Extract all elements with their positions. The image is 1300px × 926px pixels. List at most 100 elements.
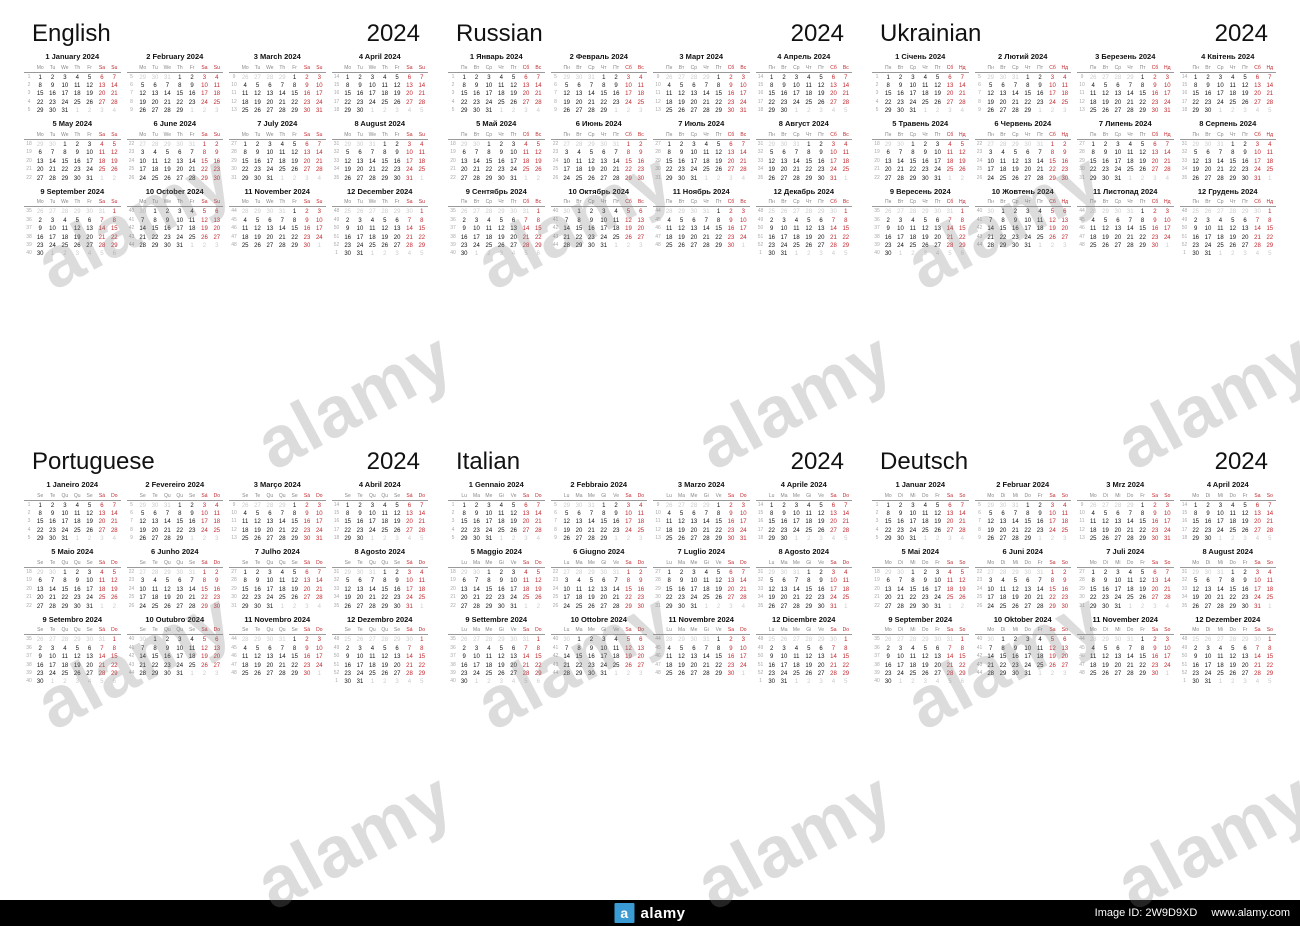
week-number: 28 xyxy=(229,149,239,157)
week-number: 18 xyxy=(1180,107,1190,115)
day-cell: 25 xyxy=(149,175,161,183)
day-cell: 15 xyxy=(483,158,495,166)
week-row: 3022232425262728 xyxy=(1077,166,1174,174)
day-cell: 27 xyxy=(1239,670,1251,678)
day-cell: 12 xyxy=(622,645,634,653)
month-title: 9 September 2024 xyxy=(24,187,121,198)
day-cell: 18 xyxy=(416,158,428,166)
language-label: Russian xyxy=(456,20,543,48)
day-cell: 20 xyxy=(507,662,519,670)
week-row: 233456789 xyxy=(975,577,1072,585)
day-cell: 17 xyxy=(985,166,997,174)
day-cell: 4 xyxy=(149,577,161,585)
day-cell: 11 xyxy=(907,653,919,661)
day-cell: 9 xyxy=(458,653,470,661)
day-cell: 26 xyxy=(379,670,391,678)
day-cell: 10 xyxy=(622,510,634,518)
day-cell: 21 xyxy=(108,90,120,98)
month-title: 5 Травень 2024 xyxy=(872,119,969,130)
week-number: 31 xyxy=(653,175,663,183)
day-cell: 18 xyxy=(1227,90,1239,98)
day-cell: 8 xyxy=(1136,645,1148,653)
day-cell: 28 xyxy=(149,569,161,577)
day-cell: 3 xyxy=(1214,74,1226,82)
day-cell: 28 xyxy=(700,107,712,115)
day-cell: 4 xyxy=(379,74,391,82)
day-cell: 27 xyxy=(778,603,790,611)
day-cell: 27 xyxy=(997,107,1009,115)
day-cell: 5 xyxy=(840,535,852,543)
week-row: 509101112131415 xyxy=(756,653,853,661)
day-cell: 5 xyxy=(1190,577,1202,585)
day-cell: 30 xyxy=(403,208,415,216)
week-number: 44 xyxy=(551,242,561,250)
day-cell: 4 xyxy=(635,502,647,510)
week-number: 25 xyxy=(551,166,561,174)
day-cell: 10 xyxy=(737,645,749,653)
day-cell: 27 xyxy=(1239,242,1251,250)
day-cell: 10 xyxy=(198,82,210,90)
day-cell: 18 xyxy=(1227,518,1239,526)
day-cell: 30 xyxy=(985,208,997,216)
day-cell: 27 xyxy=(211,662,223,670)
alamy-a-icon: a xyxy=(614,903,634,923)
week-number: 6 xyxy=(975,510,985,518)
day-cell: 8 xyxy=(239,577,251,585)
day-cell: 26 xyxy=(1190,175,1202,183)
week-row: 4545678910 xyxy=(229,217,326,225)
day-cell: 4 xyxy=(108,535,120,543)
day-cell: 18 xyxy=(379,518,391,526)
week-row: 379101112131415 xyxy=(24,653,121,661)
day-cell: 7 xyxy=(1124,645,1136,653)
day-cell: 25 xyxy=(663,242,675,250)
week-row: 1615161718192021 xyxy=(332,90,429,98)
day-cell: 21 xyxy=(985,662,997,670)
day-cell: 5 xyxy=(1264,678,1276,686)
day-cell: 19 xyxy=(1227,234,1239,242)
day-cell: 6 xyxy=(1059,208,1071,216)
week-row: 233456789 xyxy=(127,149,224,157)
day-cell: 14 xyxy=(1034,158,1046,166)
month-block: 12 Грудень 2024ПнВтСрЧтПтСбНд48252627282… xyxy=(1180,187,1277,259)
day-cell: 21 xyxy=(46,166,58,174)
month-title: 11 November 2024 xyxy=(1077,615,1174,626)
day-cell: 26 xyxy=(1239,99,1251,107)
week-number: 46 xyxy=(1077,225,1087,233)
day-cell: 7 xyxy=(1214,577,1226,585)
day-cell: 20 xyxy=(944,90,956,98)
day-cell: 3 xyxy=(894,217,906,225)
dow-row: LuMaMeGiVeSaDo xyxy=(756,493,853,501)
month-title: 9 September 2024 xyxy=(872,615,969,626)
day-cell: 10 xyxy=(137,158,149,166)
week-number: 16 xyxy=(332,518,342,526)
week-number: 28 xyxy=(229,577,239,585)
day-cell: 12 xyxy=(1009,586,1021,594)
day-cell: 3 xyxy=(778,645,790,653)
day-cell: 16 xyxy=(161,653,173,661)
months-grid: 1 Январь 2024ПнВтСрЧтПтСбВс1123456728910… xyxy=(448,52,852,259)
day-cell: 1 xyxy=(34,74,46,82)
day-cell: 18 xyxy=(907,662,919,670)
week-row: 11234567 xyxy=(448,502,545,510)
week-number: 44 xyxy=(653,208,663,216)
day-cell: 19 xyxy=(198,653,210,661)
day-cell: 8 xyxy=(573,217,585,225)
day-cell: 10 xyxy=(561,158,573,166)
day-cell: 14 xyxy=(276,225,288,233)
day-cell: 16 xyxy=(1099,586,1111,594)
day-cell: 3 xyxy=(211,107,223,115)
day-cell: 30 xyxy=(598,141,610,149)
day-cell: 6 xyxy=(1022,149,1034,157)
day-cell: 4 xyxy=(1214,645,1226,653)
day-cell: 26 xyxy=(1087,74,1099,82)
day-cell: 8 xyxy=(598,82,610,90)
day-cell: 17 xyxy=(366,90,378,98)
day-cell: 28 xyxy=(264,74,276,82)
day-cell: 30 xyxy=(725,535,737,543)
day-cell: 13 xyxy=(725,149,737,157)
week-row: 196789101112 xyxy=(872,149,969,157)
month-title: 12 Грудень 2024 xyxy=(1180,187,1277,198)
day-cell: 18 xyxy=(919,518,931,526)
month-block: 11 Листопад 2024ПнВтСрЧтПтСбНд4428293031… xyxy=(1077,187,1174,259)
week-number: 5 xyxy=(448,107,458,115)
